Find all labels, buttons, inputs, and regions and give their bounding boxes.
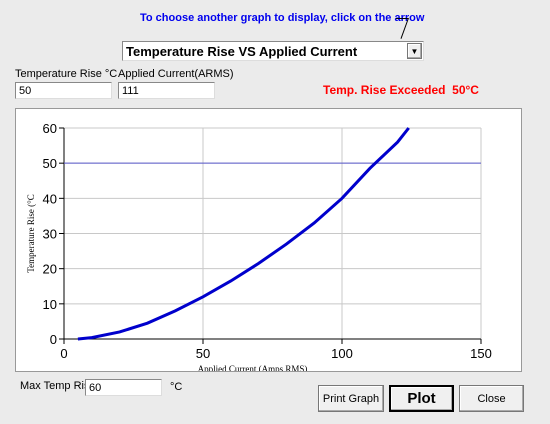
field-label: Applied Current(ARMS) [118,68,234,80]
y-tick-label: 50 [43,156,57,171]
y-tick-label: 40 [43,191,57,206]
y-tick-label: 10 [43,297,57,312]
dropdown-arrow[interactable]: ▼ [407,43,422,59]
y-tick-label: 60 [43,121,57,136]
graph-dropdown[interactable]: Temperature Rise VS Applied Current ▼ [122,41,424,61]
x-tick-label: 100 [331,346,353,361]
y-tick-label: 0 [50,332,57,347]
field-label: Temperature Rise °C [15,68,118,80]
text-input[interactable]: 60 [85,379,162,396]
x-tick-label: 0 [60,346,67,361]
x-tick-label: 150 [470,346,492,361]
plot-button[interactable]: Plot [389,385,454,412]
x-tick-label: 50 [196,346,210,361]
chart: 0 10 20 30 40 50 60 0 50 100 150 Applied Current (A… [15,108,522,372]
unit-label: °C [170,381,183,393]
text-input[interactable]: 50 [15,82,112,99]
x-axis-label: Applied Current (Amps RMS) [198,364,308,372]
y-tick-label: 30 [43,227,57,242]
print-button[interactable]: Print Graph [318,385,384,412]
instruction: To choose another graph to display, clic… [140,12,425,24]
curve [77,127,410,341]
pointer-line [396,18,408,19]
close-button[interactable]: Close [459,385,524,412]
dropdown-text: Temperature Rise VS Applied Current [126,44,358,59]
warning: Temp. Rise Exceeded 50°C [323,83,479,97]
field-label: Max Temp Rise [20,380,96,392]
text-input[interactable]: 111 [118,82,215,99]
y-axis-label: Temperature Rise (°C [26,194,36,272]
y-tick-label: 20 [43,262,57,277]
